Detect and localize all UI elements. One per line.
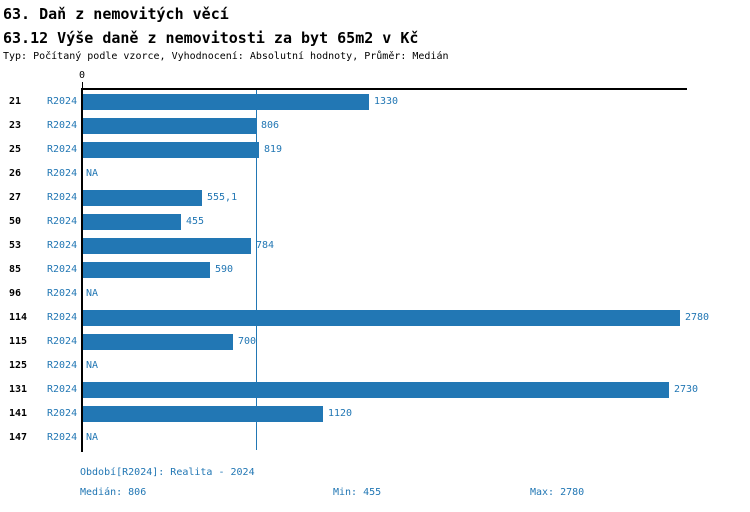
value-bar: [83, 382, 669, 398]
chart-row: 50 R2024 455: [0, 210, 750, 234]
chart-row: 125 R2024 NA: [0, 354, 750, 378]
row-series-label: R2024: [47, 384, 78, 395]
row-category-label: 131: [9, 384, 28, 395]
y-axis-line: [81, 88, 83, 452]
chart-row: 85 R2024 590: [0, 258, 750, 282]
row-series-label: R2024: [47, 360, 78, 371]
row-series-label: R2024: [47, 408, 78, 419]
row-series-label: R2024: [47, 120, 78, 131]
row-series-label: R2024: [47, 312, 78, 323]
chart-row: 141 R2024 1120: [0, 402, 750, 426]
median-line: [256, 90, 257, 450]
row-value-label: 819: [264, 144, 283, 155]
row-category-label: 141: [9, 408, 28, 419]
row-category-label: 27: [9, 192, 22, 203]
row-value-label: 555,1: [207, 192, 238, 203]
chart-row: 21 R2024 1330: [0, 90, 750, 114]
chart-row: 26 R2024 NA: [0, 162, 750, 186]
row-category-label: 21: [9, 96, 22, 107]
row-na-label: NA: [86, 432, 99, 443]
row-category-label: 147: [9, 432, 28, 443]
value-bar: [83, 94, 369, 110]
row-category-label: 53: [9, 240, 22, 251]
row-value-label: 700: [238, 336, 257, 347]
row-series-label: R2024: [47, 168, 78, 179]
row-na-label: NA: [86, 288, 99, 299]
footer-max-stat: Max: 2780: [530, 487, 585, 498]
row-category-label: 26: [9, 168, 22, 179]
value-bar: [83, 406, 323, 422]
chart-row: 96 R2024 NA: [0, 282, 750, 306]
row-series-label: R2024: [47, 432, 78, 443]
row-category-label: 114: [9, 312, 28, 323]
chart-rows: 21 R2024 1330 23 R2024 806 25 R2024 819 26 R2024 NA…: [0, 90, 750, 450]
row-category-label: 23: [9, 120, 22, 131]
row-series-label: R2024: [47, 240, 78, 251]
footer-period: Období[R2024]: Realita - 2024: [80, 467, 255, 478]
value-bar: [83, 214, 181, 230]
chart-meta-line: Typ: Počítaný podle vzorce, Vyhodnocení:…: [3, 51, 449, 62]
footer-min-stat: Min: 455: [333, 487, 382, 498]
chart-row: 147 R2024 NA: [0, 426, 750, 450]
footer-median-stat: Medián: 806: [80, 487, 147, 498]
chart-row: 25 R2024 819: [0, 138, 750, 162]
row-value-label: 2730: [674, 384, 699, 395]
value-bar: [83, 262, 210, 278]
row-category-label: 85: [9, 264, 22, 275]
row-series-label: R2024: [47, 288, 78, 299]
value-bar: [83, 310, 680, 326]
row-value-label: 1120: [328, 408, 353, 419]
row-category-label: 25: [9, 144, 22, 155]
row-series-label: R2024: [47, 192, 78, 203]
row-category-label: 125: [9, 360, 28, 371]
row-category-label: 115: [9, 336, 28, 347]
chart-row: 114 R2024 2780: [0, 306, 750, 330]
chart-row: 115 R2024 700: [0, 330, 750, 354]
row-category-label: 50: [9, 216, 22, 227]
value-bar: [83, 142, 259, 158]
row-series-label: R2024: [47, 96, 78, 107]
row-category-label: 96: [9, 288, 22, 299]
row-series-label: R2024: [47, 144, 78, 155]
value-bar: [83, 118, 256, 134]
row-value-label: 590: [215, 264, 234, 275]
row-value-label: 2780: [685, 312, 710, 323]
x-axis-zero-label: 0: [78, 70, 86, 81]
chart-row: 23 R2024 806: [0, 114, 750, 138]
value-bar: [83, 238, 251, 254]
row-value-label: 806: [261, 120, 280, 131]
value-bar: [83, 190, 202, 206]
row-value-label: 455: [186, 216, 205, 227]
row-value-label: 1330: [374, 96, 399, 107]
row-series-label: R2024: [47, 336, 78, 347]
row-series-label: R2024: [47, 216, 78, 227]
row-na-label: NA: [86, 360, 99, 371]
page-title: 63. Daň z nemovitých věcí: [3, 5, 229, 23]
x-axis-tick: [82, 82, 83, 88]
chart-row: 131 R2024 2730: [0, 378, 750, 402]
row-na-label: NA: [86, 168, 99, 179]
x-axis-line: [81, 88, 687, 90]
chart-row: 53 R2024 784: [0, 234, 750, 258]
chart-subtitle: 63.12 Výše daně z nemovitosti za byt 65m…: [3, 29, 419, 47]
chart-row: 27 R2024 555,1: [0, 186, 750, 210]
row-value-label: 784: [256, 240, 275, 251]
row-series-label: R2024: [47, 264, 78, 275]
value-bar: [83, 334, 233, 350]
